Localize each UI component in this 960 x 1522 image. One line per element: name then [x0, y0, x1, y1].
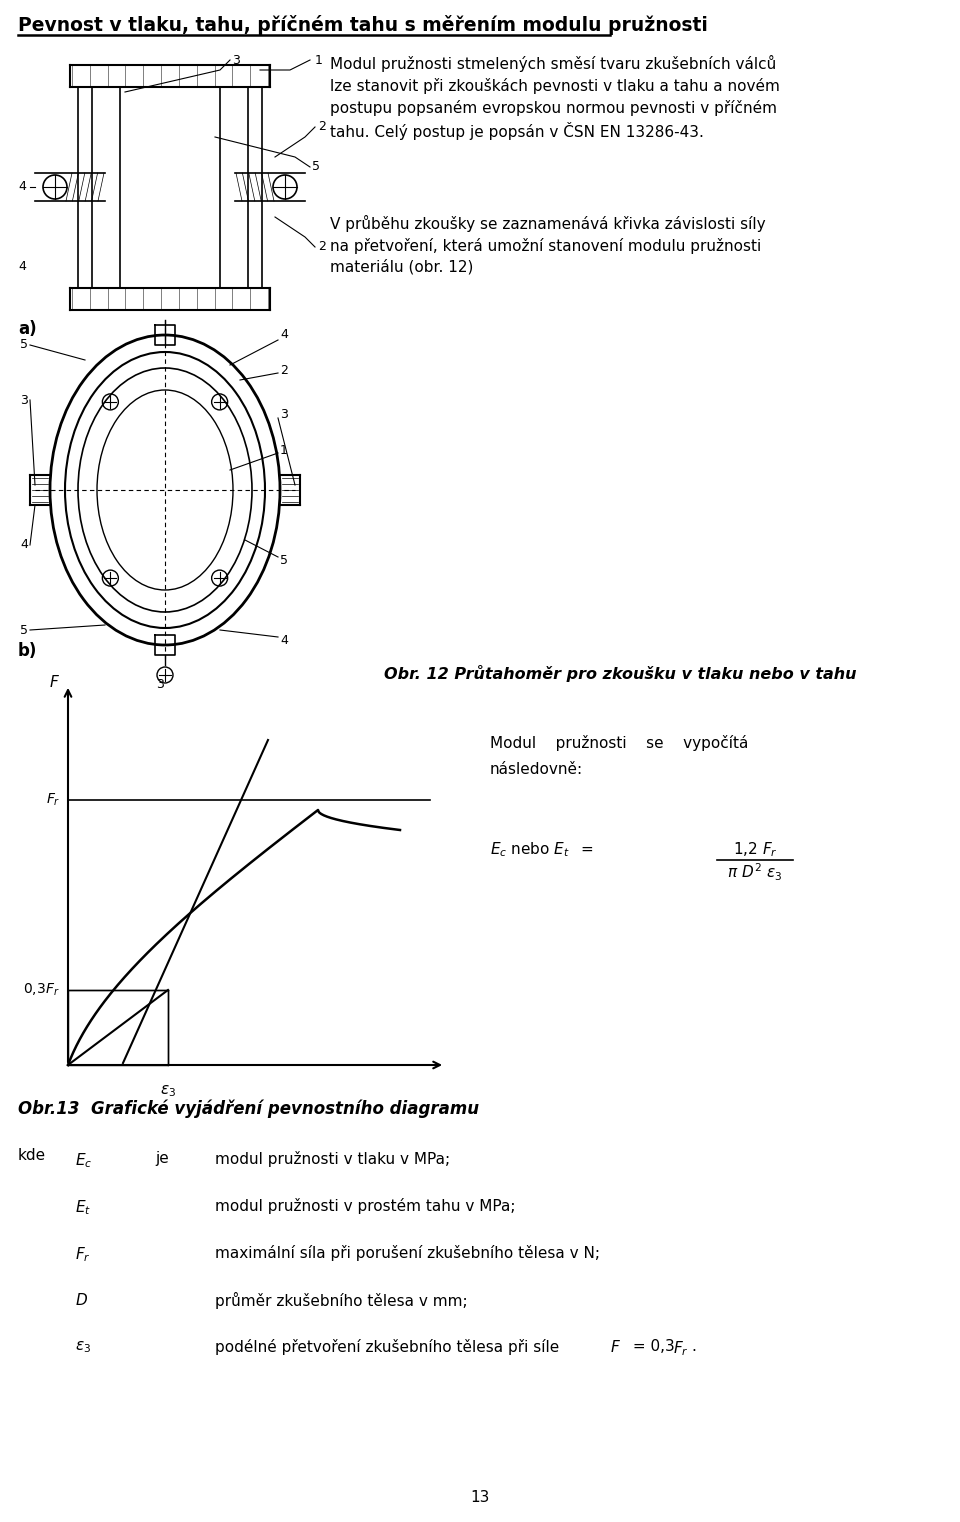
Text: $F$: $F$: [610, 1339, 621, 1355]
Text: následovně:: následovně:: [490, 763, 583, 778]
Text: 5: 5: [20, 624, 28, 636]
Text: je: je: [155, 1151, 169, 1166]
Text: Modul pružnosti stmelených směsí tvaru zkušebních válců
lze stanovit při zkoušká: Modul pružnosti stmelených směsí tvaru z…: [330, 55, 780, 140]
Text: 1: 1: [280, 443, 288, 457]
Text: $1{,}2\ F_r$: $1{,}2\ F_r$: [732, 840, 778, 858]
Text: 5: 5: [312, 160, 320, 174]
Text: .: .: [691, 1339, 696, 1355]
Text: 3: 3: [156, 679, 164, 691]
Text: 2: 2: [318, 240, 325, 254]
Text: $E_c$ nebo $E_t$  $=$: $E_c$ nebo $E_t$ $=$: [490, 840, 594, 858]
Text: = 0,3: = 0,3: [628, 1339, 680, 1355]
Text: 2: 2: [318, 120, 325, 134]
Text: Obr.13  Grafické vyjádření pevnostního diagramu: Obr.13 Grafické vyjádření pevnostního di…: [18, 1100, 479, 1119]
Text: maximální síla při porušení zkušebního tělesa v N;: maximální síla při porušení zkušebního t…: [215, 1245, 600, 1262]
Text: $E_t$: $E_t$: [75, 1198, 91, 1216]
Text: Modul    pružnosti    se    vypočítá: Modul pružnosti se vypočítá: [490, 735, 749, 750]
Text: $\pi\ D^2\ \varepsilon_3$: $\pi\ D^2\ \varepsilon_3$: [728, 861, 782, 883]
Text: 4: 4: [18, 181, 26, 193]
Text: 3: 3: [232, 53, 240, 67]
Text: $E_c$: $E_c$: [75, 1151, 92, 1170]
Text: V průběhu zkoušky se zaznamenává křivka závislosti síly
na přetvoření, která umo: V průběhu zkoušky se zaznamenává křivka …: [330, 215, 766, 275]
Text: modul pružnosti v tlaku v MPa;: modul pružnosti v tlaku v MPa;: [215, 1151, 450, 1167]
Text: $D$: $D$: [75, 1292, 88, 1307]
Text: b): b): [18, 642, 37, 661]
Text: modul pružnosti v prostém tahu v MPa;: modul pružnosti v prostém tahu v MPa;: [215, 1198, 516, 1215]
Text: $F_r$: $F_r$: [45, 791, 60, 808]
Text: průměr zkušebního tělesa v mm;: průměr zkušebního tělesa v mm;: [215, 1292, 468, 1309]
Text: 5: 5: [280, 554, 288, 566]
Text: Pevnost v tlaku, tahu, příčném tahu s měřením modulu pružnosti: Pevnost v tlaku, tahu, příčném tahu s mě…: [18, 15, 708, 35]
Text: Obr. 12 Průtahoměr pro zkoušku v tlaku nebo v tahu: Obr. 12 Průtahoměr pro zkoušku v tlaku n…: [384, 665, 856, 682]
Text: a): a): [18, 320, 36, 338]
Text: $F_r$: $F_r$: [673, 1339, 688, 1358]
Text: 4: 4: [20, 539, 28, 551]
Text: podélné přetvoření zkušebního tělesa při síle: podélné přetvoření zkušebního tělesa při…: [215, 1339, 564, 1355]
Text: 4: 4: [18, 260, 26, 274]
Text: $0{,}3F_r$: $0{,}3F_r$: [23, 982, 60, 998]
Text: kde: kde: [18, 1148, 46, 1163]
Text: 1: 1: [315, 53, 323, 67]
Text: $F_r$: $F_r$: [75, 1245, 90, 1263]
Text: 4: 4: [280, 329, 288, 341]
Text: 5: 5: [20, 338, 28, 352]
Text: 13: 13: [470, 1490, 490, 1505]
Text: 2: 2: [280, 364, 288, 376]
Text: 4: 4: [280, 633, 288, 647]
Text: 3: 3: [20, 394, 28, 406]
Text: $\varepsilon_3$: $\varepsilon_3$: [160, 1084, 176, 1099]
Text: $F$: $F$: [49, 674, 60, 689]
Text: 3: 3: [280, 408, 288, 422]
Text: $\varepsilon_3$: $\varepsilon_3$: [75, 1339, 91, 1355]
